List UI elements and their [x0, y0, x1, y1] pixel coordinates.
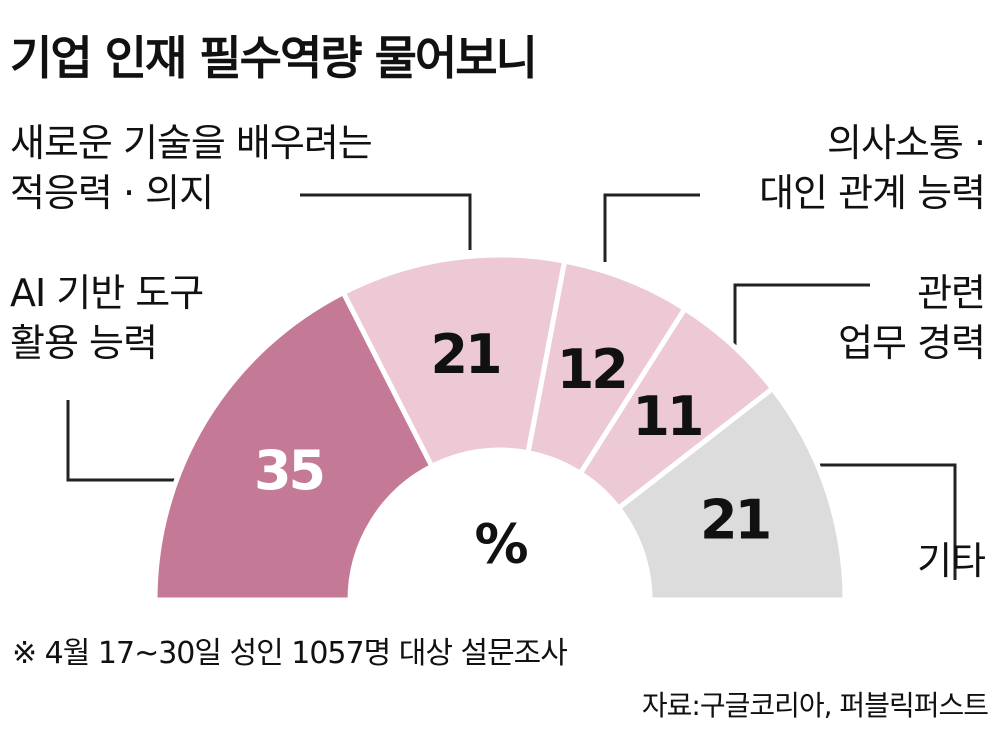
chart-title: 기업 인재 필수역량 물어보니 [10, 31, 538, 85]
connector [66, 400, 180, 482]
category-label: 의사소통 · 대인 관계 능력 [759, 121, 986, 215]
wedge [152, 289, 436, 603]
value-label: 21 [430, 323, 499, 386]
wedge [340, 252, 568, 470]
value-label: 35 [254, 439, 323, 502]
connector [733, 283, 870, 345]
category-label: 관련 업무 경력 [838, 271, 986, 365]
connector [300, 193, 472, 250]
connector [603, 193, 700, 262]
source: 자료:구글코리아, 퍼블릭퍼스트 [641, 689, 989, 722]
wedge [615, 385, 848, 603]
value-label: 12 [557, 338, 626, 401]
note: ※ 4월 17~30일 성인 1057명 대상 설문조사 [12, 636, 568, 671]
unit-label: % [474, 513, 527, 576]
connectors [66, 193, 957, 580]
connector [820, 463, 957, 580]
value-label: 11 [632, 385, 701, 448]
category-label: 기타 [917, 539, 986, 583]
value-label: 21 [700, 488, 769, 551]
category-label: AI 기반 도구 활용 능력 [10, 271, 204, 365]
category-label: 새로운 기술을 배우려는 적응력 · 의지 [10, 121, 373, 215]
